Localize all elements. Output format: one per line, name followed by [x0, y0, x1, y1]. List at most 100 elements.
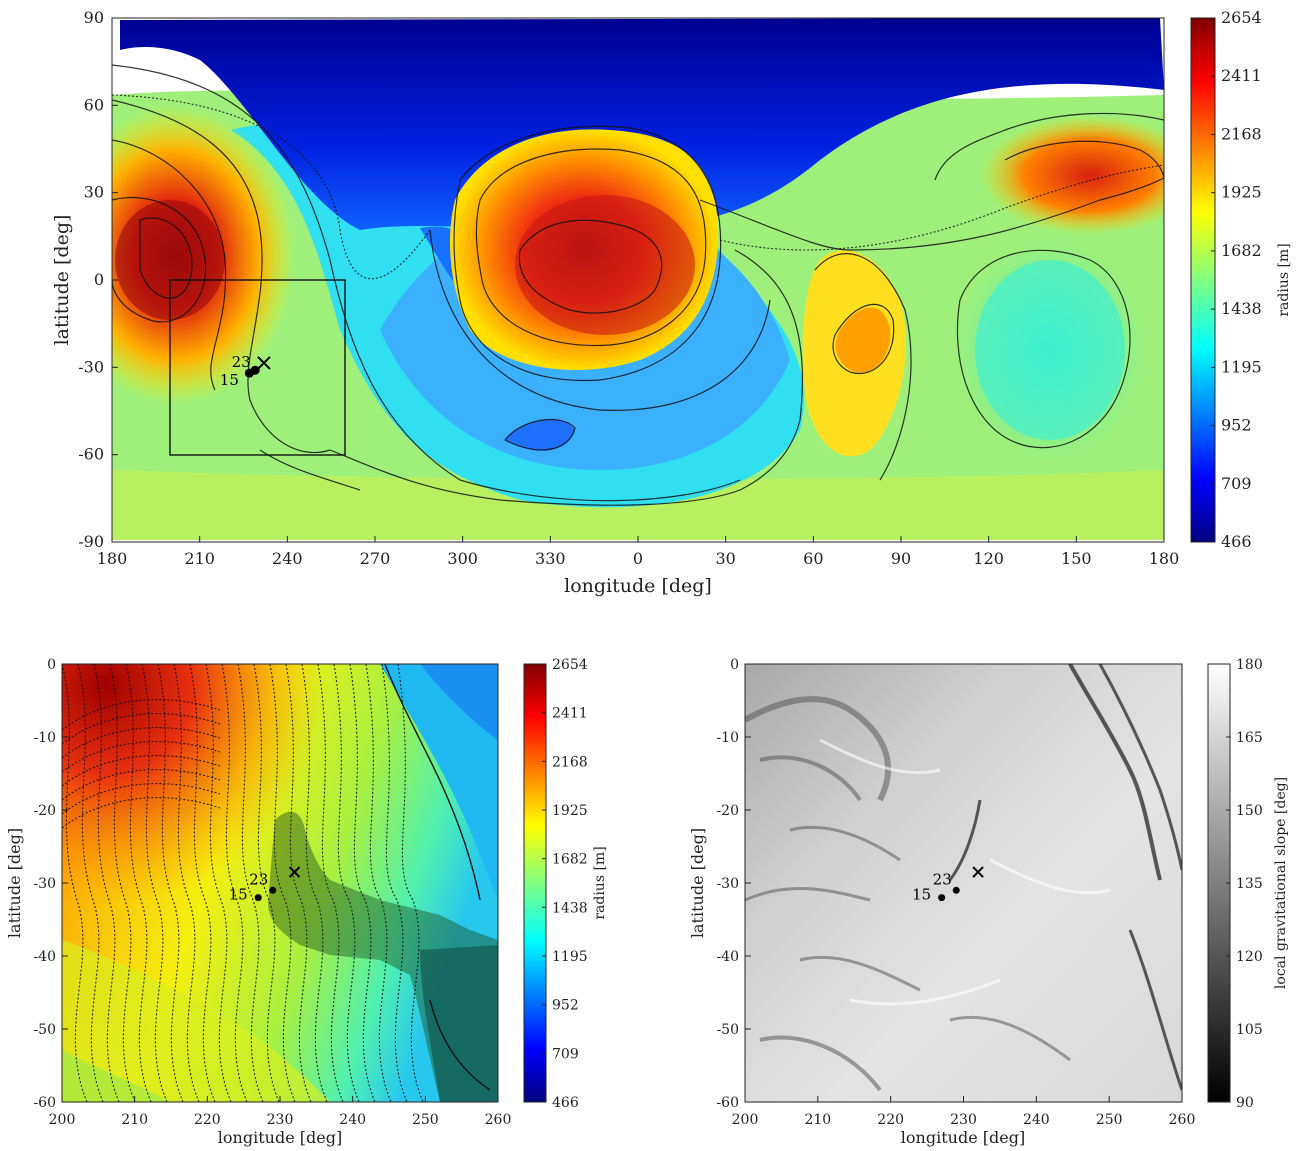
- br-x-tick-label: 210: [804, 1112, 831, 1128]
- top-site-label-15: 15: [220, 371, 239, 389]
- bl-contour-line: [62, 769, 221, 801]
- top-x-axis-label: longitude [deg]: [564, 575, 712, 597]
- top-colorbar-tick-label: 2168: [1221, 124, 1262, 143]
- bl-colorbar-tick-label: 2168: [552, 754, 588, 770]
- br-colorbar-tick-label: 150: [1236, 803, 1263, 819]
- bl-colorbar-tick-label: 709: [552, 1046, 579, 1062]
- bl-x-tick-label: 250: [412, 1112, 439, 1128]
- br-x-tick-label: 250: [1096, 1112, 1123, 1128]
- top-colorbar-tick-label: 1438: [1221, 299, 1262, 318]
- top-colorbar-tick-label: 709: [1221, 474, 1252, 493]
- bl-y-tick-label: -30: [33, 876, 56, 892]
- top-colorbar-tick-label: 2654: [1221, 8, 1262, 27]
- top-y-tick-label: 0: [94, 270, 104, 289]
- bl-contour-line: [365, 664, 392, 1102]
- br-y-tick-label: -60: [716, 1095, 739, 1111]
- br-colorbar-tick-label: 120: [1236, 949, 1263, 965]
- br-y-tick-label: -20: [716, 803, 739, 819]
- bl-colorbar-tick-label: 2654: [552, 657, 588, 673]
- br-x-tick-label: 230: [950, 1112, 977, 1128]
- bl-contour-line: [189, 664, 216, 1102]
- slope-map: [745, 664, 1182, 1102]
- top-colorbar-label: radius [m]: [1276, 243, 1292, 316]
- bl-contour-line: [381, 664, 408, 1102]
- bl-x-axis-label: longitude [deg]: [218, 1128, 342, 1147]
- br-site-dot-15: [938, 894, 946, 902]
- bl-x-tick-label: 240: [339, 1112, 366, 1128]
- top-x-tick-label: 60: [803, 549, 823, 568]
- inset-box: [169, 279, 346, 456]
- bl-y-axis-label: latitude [deg]: [5, 828, 24, 938]
- bl-contour-line: [173, 664, 200, 1102]
- bl-contour-line: [269, 664, 296, 1102]
- top-y-tick-label: 60: [84, 95, 104, 114]
- zoom-radius-map: [62, 664, 498, 1102]
- bl-x-tick-label: 210: [121, 1112, 148, 1128]
- bl-y-tick-label: -10: [33, 730, 56, 746]
- br-cross-marker: [972, 866, 984, 878]
- bl-contour-line: [397, 664, 424, 1102]
- bl-colorbar-tick-label: 1682: [552, 852, 588, 868]
- bl-y-tick-label: -20: [33, 803, 56, 819]
- top-map-panel: 180 210 240 270 300 330 0 30 60 90 120 150 180906030…: [51, 8, 1179, 597]
- bl-colorbar-tick-label: 952: [552, 998, 579, 1014]
- bl-contour-line: [109, 664, 136, 1102]
- bl-contour-line: [62, 699, 221, 731]
- bl-y-tick-label: -40: [33, 949, 56, 965]
- bottom-left-panel: 200 210 220 230 240 250 260 0 -10 -20 -30 -40 -50 -60…: [5, 657, 511, 1147]
- top-y-axis-label: latitude [deg]: [51, 215, 73, 346]
- bl-colorbar-label: radius [m]: [592, 846, 608, 919]
- br-y-axis-label: latitude [deg]: [688, 828, 707, 938]
- top-y-tick-label: 30: [84, 183, 104, 202]
- br-site-dot-23: [952, 886, 960, 894]
- bl-contour-line: [62, 741, 221, 773]
- top-y-tick-label: -60: [78, 445, 104, 464]
- br-colorbar-tick-label: 165: [1236, 730, 1263, 746]
- top-x-tick-label: 300: [447, 549, 478, 568]
- top-x-tick-label: 180: [97, 549, 128, 568]
- bl-x-tick-label: 260: [485, 1112, 512, 1128]
- br-y-tick-label: -40: [716, 949, 739, 965]
- bl-y-tick-label: 0: [47, 657, 56, 673]
- top-x-tick-label: 150: [1061, 549, 1092, 568]
- top-x-tick-label: 90: [891, 549, 911, 568]
- bl-site-dot-23: [269, 886, 277, 894]
- top-colorbar-tick-label: 1925: [1221, 183, 1262, 202]
- br-y-tick-label: -50: [716, 1022, 739, 1038]
- bl-site-label-15: 15: [229, 886, 248, 904]
- bl-contour-line: [237, 664, 264, 1102]
- top-y-tick-label: -30: [78, 357, 104, 376]
- bl-contour-line: [62, 713, 221, 745]
- bl-contour-line: [62, 797, 221, 829]
- top-colorbar-tick-label: 952: [1221, 416, 1252, 435]
- bl-site-label-23: 23: [249, 870, 268, 888]
- bl-contour-line: [62, 783, 221, 815]
- bl-y-tick-label: -60: [33, 1095, 56, 1111]
- br-colorbar-tick-label: 105: [1236, 1022, 1263, 1038]
- bl-colorbar-tick-label: 1438: [552, 900, 588, 916]
- br-site-label-15: 15: [912, 886, 931, 904]
- top-cross-marker: [257, 356, 271, 370]
- bl-contour-line: [333, 664, 360, 1102]
- bl-colorbar-tick-label: 466: [552, 1095, 579, 1111]
- bl-colorbar-tick-label: 2411: [552, 706, 588, 722]
- bl-contour-line: [349, 664, 376, 1102]
- bl-contour-line: [253, 664, 280, 1102]
- top-site-label-23: 23: [232, 353, 251, 371]
- br-colorbar-tick-label: 180: [1236, 657, 1263, 673]
- br-colorbar: 180 165 150 135 120 105 90 local gravitational…: [1207, 657, 1289, 1111]
- br-y-tick-label: -10: [716, 730, 739, 746]
- top-y-tick-label: 90: [84, 8, 104, 27]
- bl-cross-marker: [288, 866, 301, 878]
- br-x-axis-label: longitude [deg]: [901, 1128, 1025, 1147]
- bl-colorbar-tick-label: 1925: [552, 803, 588, 819]
- bl-contour-line: [77, 664, 104, 1102]
- bl-contour-line: [317, 664, 344, 1102]
- top-colorbar-tick-label: 1195: [1221, 357, 1262, 376]
- br-colorbar-tick-label: 90: [1236, 1095, 1254, 1111]
- br-y-tick-label: 0: [730, 657, 739, 673]
- bl-contour-line: [205, 664, 232, 1102]
- bl-colorbar-tick-label: 1195: [552, 949, 588, 965]
- br-x-tick-label: 260: [1169, 1112, 1196, 1128]
